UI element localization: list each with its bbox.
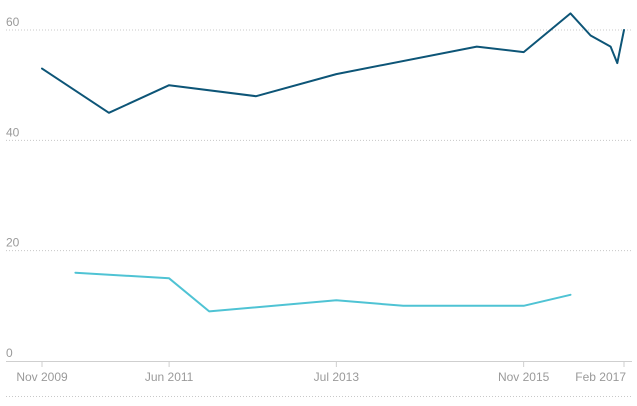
y-tick-label-40: 40	[6, 125, 20, 139]
gridlines	[6, 29, 632, 397]
series-lines	[41, 12, 625, 313]
series-line-1	[41, 12, 625, 114]
y-tick-label-60: 60	[6, 15, 20, 29]
x-tick-labels: Nov 2009 Jun 2011 Jul 2013 Nov 2015 Feb 2017	[16, 361, 626, 384]
x-tick-label-jun-2011: Jun 2011	[145, 370, 194, 384]
x-tick-label-feb-2017: Feb 2017	[575, 370, 626, 384]
series-line-2	[74, 271, 572, 313]
y-tick-labels: 0 20 40 60	[6, 15, 20, 360]
y-tick-label-0: 0	[6, 346, 13, 360]
x-tick-label-nov-2009: Nov 2009	[16, 370, 68, 384]
x-tick-label-nov-2015: Nov 2015	[498, 370, 550, 384]
x-tick-label-jul-2013: Jul 2013	[314, 370, 360, 384]
y-tick-label-20: 20	[6, 236, 20, 250]
